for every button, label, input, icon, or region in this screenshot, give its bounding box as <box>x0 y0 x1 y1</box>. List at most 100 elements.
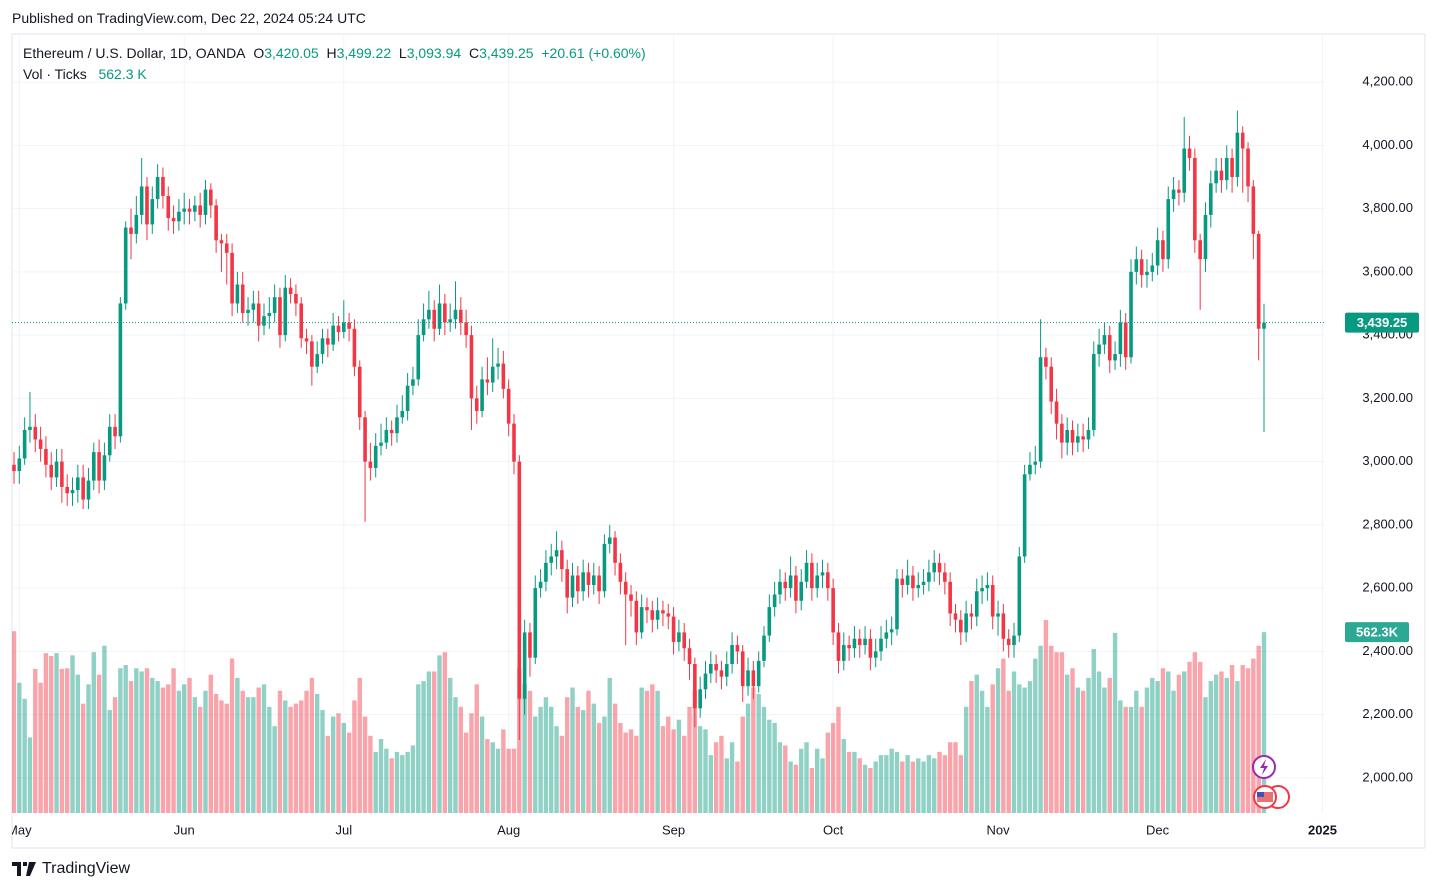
candle-body <box>453 309 458 320</box>
candle-body <box>1209 183 1213 215</box>
candle-body <box>331 325 335 345</box>
candle-body <box>799 581 804 601</box>
candle-body <box>666 613 671 617</box>
candle-body <box>1054 401 1059 424</box>
volume-bar <box>224 703 229 813</box>
volume-bar <box>916 758 921 813</box>
candle-body <box>1203 214 1208 260</box>
volume-bar <box>724 758 729 813</box>
volume-bar <box>288 706 293 813</box>
candle-body <box>288 287 293 294</box>
candle-body <box>591 575 596 585</box>
candle-body <box>895 578 899 630</box>
volume-bar <box>22 698 27 813</box>
candle-body <box>240 284 245 313</box>
candle-body <box>810 562 814 589</box>
y-tick-label: 2,800.00 <box>1362 516 1413 531</box>
x-tick-label: 2025 <box>1308 822 1337 837</box>
candle-body <box>1022 474 1027 557</box>
candle-body <box>187 208 192 212</box>
volume-bar <box>405 751 410 813</box>
candle-body <box>1123 322 1128 358</box>
candle-body <box>299 303 304 339</box>
volume-bar <box>687 706 692 813</box>
x-tick-label: Jun <box>174 822 195 837</box>
candle-body <box>1091 354 1096 430</box>
candle-body <box>815 575 819 589</box>
volume-bar <box>517 668 522 813</box>
volume-bar <box>176 690 182 813</box>
volume-title: Vol · Ticks <box>23 66 87 82</box>
volume-bar <box>314 693 320 813</box>
x-tick-label: Aug <box>497 822 520 837</box>
volume-bar <box>373 751 378 813</box>
candle-body <box>283 287 288 336</box>
candle-body <box>857 638 862 646</box>
candle-body <box>783 581 788 589</box>
volume-bar <box>362 716 368 813</box>
volume-bar <box>878 755 884 813</box>
volume-bar <box>437 655 442 813</box>
ohlc-letter: C <box>468 45 480 61</box>
candle-body <box>1086 429 1091 440</box>
volume-bar <box>868 767 873 813</box>
y-tick-label: 4,000.00 <box>1362 137 1413 152</box>
volume-bar <box>346 732 352 813</box>
volume-bar <box>203 690 208 813</box>
volume-bar <box>447 677 453 813</box>
volume-bar <box>1064 674 1070 813</box>
candle-body <box>171 218 176 222</box>
candle-body <box>1256 233 1261 329</box>
volume-bar <box>655 690 660 813</box>
candle-body <box>118 303 123 437</box>
volume-bar <box>947 742 953 813</box>
volume-bar <box>325 735 331 813</box>
volume-bar <box>692 690 698 813</box>
volume-bar <box>942 755 948 813</box>
candle-body <box>671 616 676 642</box>
volume-bar <box>554 726 559 813</box>
volume-bar <box>703 729 708 813</box>
candle-body <box>1219 170 1224 181</box>
volume-bar <box>432 671 437 813</box>
last-price-tag <box>1345 312 1419 333</box>
candle-body <box>411 379 415 386</box>
volume-bar <box>596 722 602 813</box>
volume-bar <box>1171 690 1176 813</box>
candle-body <box>990 584 995 617</box>
volume-bar <box>511 748 517 813</box>
volume-bar <box>283 700 288 813</box>
candle-body <box>474 398 479 412</box>
volume-bar <box>1240 665 1245 813</box>
volume-bar <box>155 681 160 813</box>
candle-body <box>932 562 937 573</box>
candle-body <box>49 464 54 478</box>
candle-body <box>900 578 905 585</box>
volume-bar <box>166 684 171 813</box>
volume-bar <box>846 751 852 813</box>
volume-bar <box>240 690 245 813</box>
candle-body <box>629 594 633 601</box>
candle-body <box>916 584 921 589</box>
candle-body <box>1049 366 1054 402</box>
volume-bar <box>1043 620 1049 813</box>
candle-body <box>224 243 229 253</box>
candle-body <box>1251 186 1256 234</box>
volume-bar <box>1224 677 1229 813</box>
y-tick-label: 3,600.00 <box>1362 263 1413 278</box>
volume-bar <box>1219 671 1224 813</box>
volume-bar <box>543 697 549 813</box>
flag-canton <box>1257 792 1264 797</box>
candle-body <box>310 341 314 367</box>
volume-bar <box>1245 668 1251 813</box>
volume-bar <box>1017 684 1022 813</box>
volume-bar <box>1160 668 1166 813</box>
volume-bar <box>682 735 687 813</box>
candle-body <box>214 205 218 241</box>
volume-bar <box>27 737 33 813</box>
volume-bar <box>862 764 868 813</box>
candle-body <box>1139 259 1144 276</box>
candle-body <box>517 461 522 699</box>
volume-bar <box>49 656 54 813</box>
candle-body <box>1230 157 1234 177</box>
